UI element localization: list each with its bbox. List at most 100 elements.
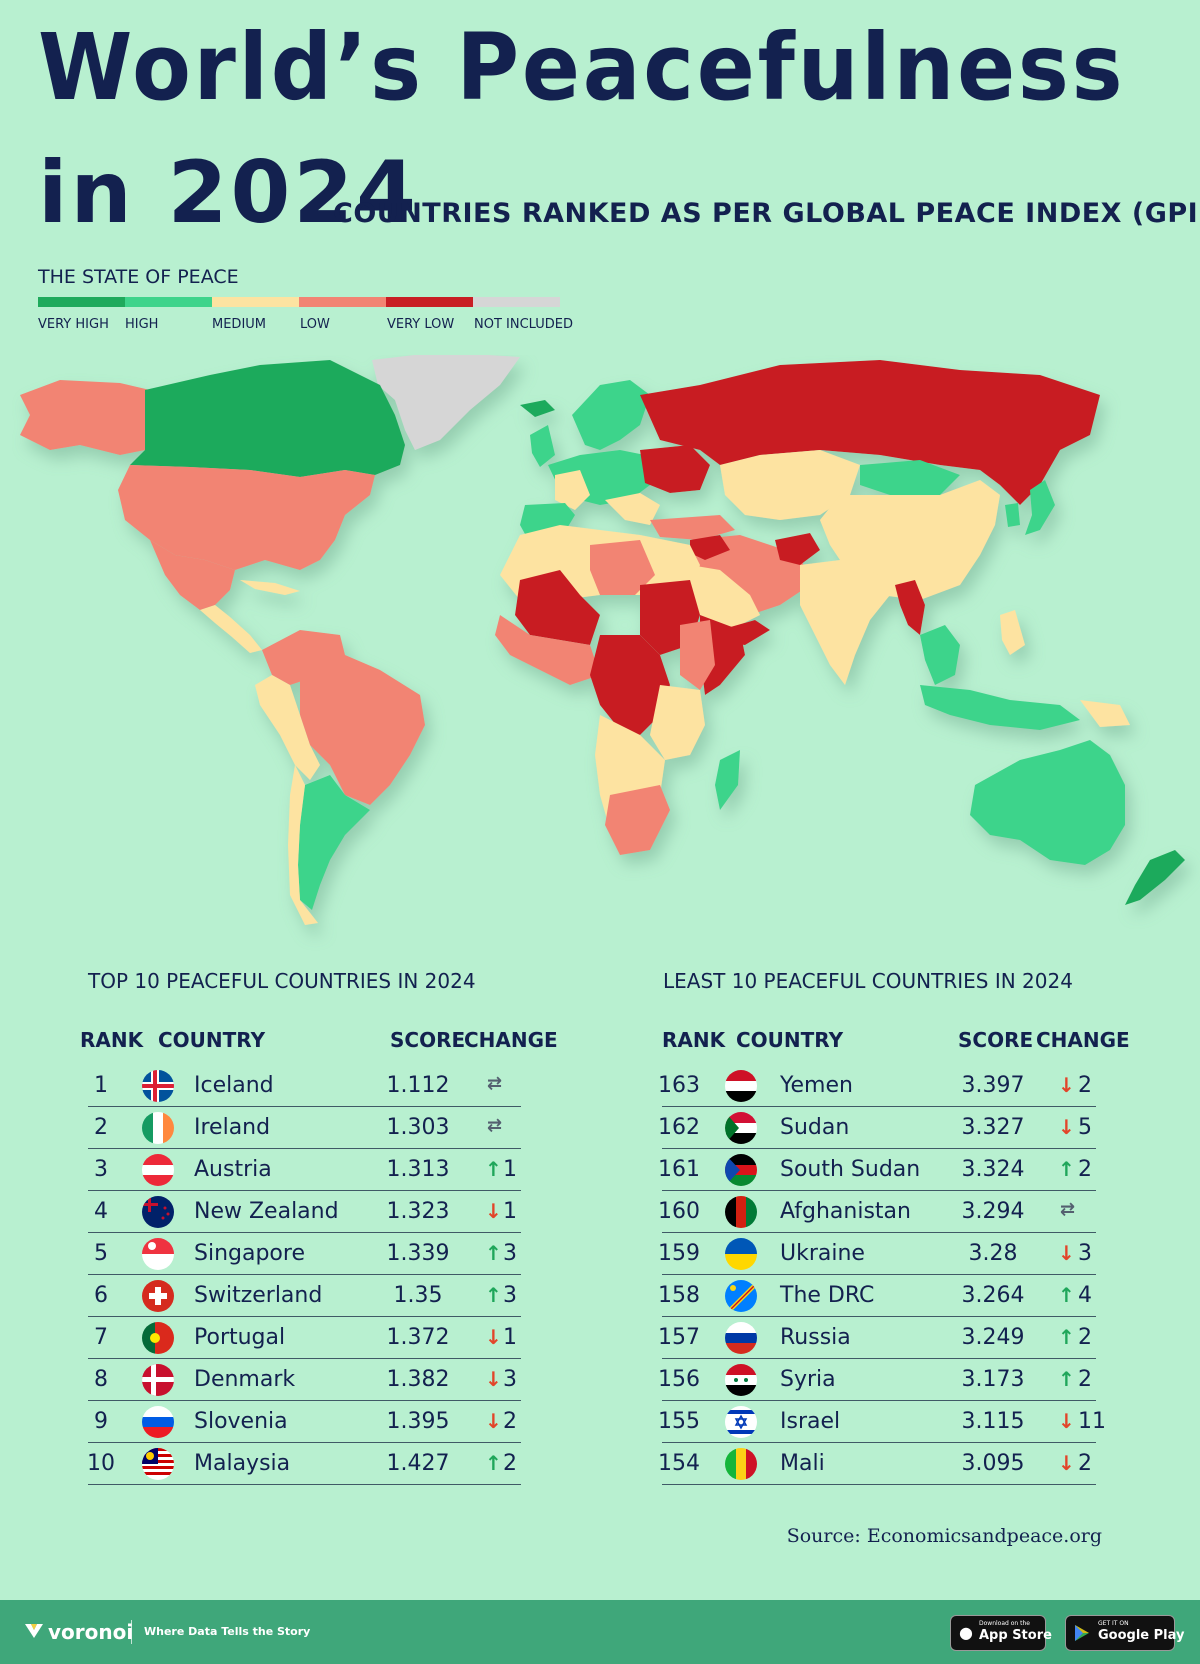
philippines-region [1000,610,1025,655]
legend-label: MEDIUM [212,317,267,332]
rank-cell: 161 [658,1157,700,1182]
legend-label: NOT INCLUDED [474,317,574,332]
score-cell: 1.35 [393,1283,443,1308]
column-header-rank: RANK [662,1028,726,1052]
country-cell: Israel [780,1409,841,1434]
arrow-down-icon: ↓ [485,1199,502,1223]
change-value: 3 [503,1283,517,1308]
japan-region [1025,480,1055,535]
turkey-region [650,515,735,540]
alaska-region [20,380,150,455]
change-value: 1 [503,1199,517,1224]
israel-flag-icon [725,1406,757,1438]
rank-cell: 4 [94,1199,108,1224]
table-row: 6 Switzerland 1.35 ↑ 3 [88,1274,521,1317]
legend-label: VERY HIGH [38,317,109,332]
afghanistan-region [775,533,820,565]
table-row: 10 Malaysia 1.427 ↑ 2 [87,1442,521,1485]
mexico-region [150,540,235,610]
table-row: 162 Sudan 3.327 ↓ 5 [658,1106,1096,1149]
column-header-change: CHANGE [464,1028,558,1052]
table-row: 154 Mali 3.095 ↓ 2 [658,1442,1096,1485]
table-row: 157 Russia 3.249 ↑ 2 [658,1316,1096,1359]
central-asia-region [720,450,860,520]
score-cell: 3.324 [961,1157,1025,1182]
libya-region [590,540,655,595]
apple-icon: ● [959,1623,973,1642]
country-cell: Austria [194,1157,272,1182]
arrow-down-icon: ↓ [1058,1115,1075,1139]
score-cell: 3.397 [961,1073,1025,1098]
rank-cell: 159 [658,1241,700,1266]
ukraine-flag-icon [725,1238,757,1270]
score-cell: 3.294 [961,1199,1025,1224]
legend-swatch [299,297,386,307]
rank-cell: 9 [94,1409,108,1434]
score-cell: 1.323 [386,1199,450,1224]
change-value: 2 [503,1409,517,1434]
main-title-line1: World’s Peacefulness [38,14,1126,121]
rank-cell: 163 [658,1073,700,1098]
legend-swatch [212,297,299,307]
legend-swatch [386,297,473,307]
country-cell: Switzerland [194,1283,323,1308]
country-cell: Afghanistan [780,1199,911,1224]
change-value: 1 [503,1157,517,1182]
score-cell: 3.095 [961,1451,1025,1476]
afghanistan-flag-icon [725,1196,757,1228]
legend-swatch [473,297,560,307]
score-cell: 1.313 [386,1157,450,1182]
least10-table-title: LEAST 10 PEACEFUL COUNTRIES IN 2024 [663,969,1073,993]
canada-region [130,360,405,477]
portugal-flag-icon [142,1322,174,1354]
korea-region [1005,503,1020,527]
arrow-down-icon: ↓ [485,1325,502,1349]
rank-cell: 5 [94,1241,108,1266]
png-region [1080,700,1130,727]
table-row: 156 Syria 3.173 ↑ 2 [658,1358,1096,1401]
andes-region [255,675,320,780]
legend-swatch [125,297,212,307]
myanmar-region [895,580,925,635]
country-cell: Yemen [780,1073,853,1098]
column-header-score: SCORE [390,1028,466,1052]
app-store-button[interactable]: ● Download on the App Store [950,1615,1052,1651]
score-cell: 1.382 [386,1367,450,1392]
score-cell: 3.249 [961,1325,1025,1350]
country-cell: Malaysia [194,1451,291,1476]
central-america-region [200,605,262,653]
no-change-icon: ⇄ [487,1073,503,1094]
switzerland-flag-icon [142,1280,174,1312]
greenland-region [372,355,520,450]
chile-region [288,765,318,925]
malaysia-flag-icon [142,1448,174,1480]
arrow-up-icon: ↑ [485,1157,502,1181]
change-value: 3 [503,1367,517,1392]
rank-cell: 156 [658,1367,700,1392]
country-cell: Mali [780,1451,825,1476]
legend-swatch [38,297,125,307]
country-cell: Ireland [194,1115,271,1140]
russia-flag-icon [725,1322,757,1354]
south-africa-region [605,785,670,855]
arrow-up-icon: ↑ [1058,1283,1075,1307]
score-cell: 3.28 [968,1241,1018,1266]
google-play-button[interactable]: GET IT ON Google Play [1065,1615,1184,1651]
saudi-region [685,565,760,630]
table-row: 161 South Sudan 3.324 ↑ 2 [658,1148,1096,1191]
arrow-up-icon: ↑ [485,1241,502,1265]
india-region [800,560,890,685]
rank-cell: 1 [94,1073,108,1098]
sudan-flag-icon [725,1112,757,1144]
drc-flag-icon [725,1280,757,1312]
source-note: Source: Economicsandpeace.org [786,1525,1102,1547]
column-header-score: SCORE [958,1028,1034,1052]
russia-region [640,360,1100,505]
table-row: 4 New Zealand 1.323 ↓ 1 [88,1190,521,1233]
footer-bar: voronoi Where Data Tells the Story ● Dow… [0,1600,1200,1664]
legend-label: LOW [300,317,330,332]
table-row: 2 Ireland 1.303 ⇄ [88,1106,521,1149]
change-value: 4 [1078,1283,1092,1308]
arrow-down-icon: ↓ [1058,1073,1075,1097]
syria-flag-icon [725,1364,757,1396]
